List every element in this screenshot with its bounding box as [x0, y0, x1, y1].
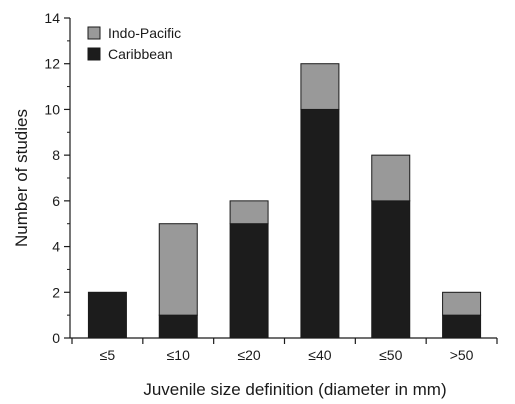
x-tick-label: >50 [450, 347, 474, 363]
bars-group [87, 63, 482, 339]
y-tick-label: 2 [52, 284, 60, 300]
x-tick-label: ≤10 [167, 347, 190, 363]
y-tick-label: 12 [44, 56, 60, 72]
bar-segment-caribbean [87, 291, 127, 339]
bar-segment-indo-pacific [371, 154, 411, 202]
x-tick-label: ≤40 [308, 347, 331, 363]
x-axis-title: Juvenile size definition (diameter in mm… [143, 380, 446, 399]
bar-segment-caribbean [300, 108, 340, 339]
bar-segment-indo-pacific [158, 223, 198, 316]
y-tick-label: 4 [52, 239, 60, 255]
y-tick-label: 8 [52, 147, 60, 163]
legend-swatch [87, 47, 101, 61]
legend-label: Caribbean [108, 46, 173, 62]
bar-segment-indo-pacific [442, 291, 482, 316]
y-tick-label: 6 [52, 193, 60, 209]
ticks-group: 0 2 4 6 8 10 12 14 ≤5 ≤10 ≤20 ≤40 ≤50 >50 [44, 10, 498, 363]
x-tick-label: ≤20 [237, 347, 260, 363]
bar-segment-caribbean [158, 314, 198, 339]
bar-segment-indo-pacific [300, 63, 340, 110]
y-tick-label: 10 [44, 101, 60, 117]
y-tick-label: 14 [44, 10, 60, 26]
y-tick-label: 0 [52, 330, 60, 346]
bar-segment-indo-pacific [229, 200, 269, 225]
legend: Indo-Pacific Caribbean [87, 25, 181, 62]
y-axis-title: Number of studies [12, 109, 31, 247]
bar-segment-caribbean [229, 223, 269, 339]
x-tick-label: ≤5 [100, 347, 116, 363]
bar-segment-caribbean [442, 314, 482, 339]
axes-group [69, 18, 497, 339]
legend-swatch [87, 26, 101, 40]
x-tick-label: ≤50 [379, 347, 402, 363]
bar-segment-caribbean [371, 200, 411, 339]
legend-label: Indo-Pacific [108, 25, 181, 41]
